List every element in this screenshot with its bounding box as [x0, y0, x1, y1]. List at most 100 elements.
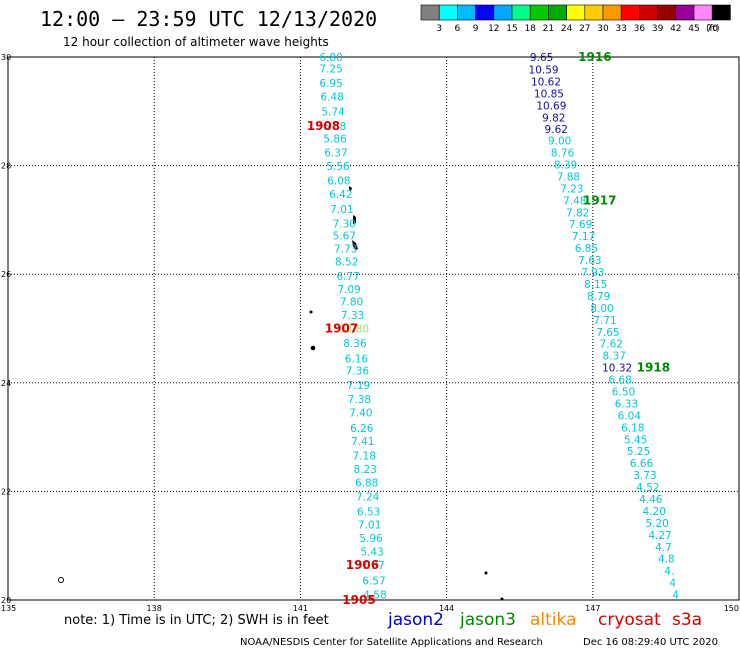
wave-height-label: 13.80	[339, 324, 369, 336]
wave-height-label: 7.33	[341, 310, 364, 322]
wave-height-label: 6.68	[608, 375, 631, 387]
colorbar-swatch	[548, 4, 567, 21]
wave-height-label: 6.04	[618, 410, 642, 422]
wave-height-label: 7.65	[596, 327, 619, 339]
wave-height-label: 5.86	[323, 133, 347, 145]
wave-height-label: 4.8	[658, 554, 675, 566]
island-mark	[352, 240, 358, 250]
wave-height-label: 4.27	[648, 530, 671, 542]
wave-height-label: 5.74	[321, 106, 345, 118]
island-mark	[484, 571, 488, 575]
wave-height-label: 6.37	[324, 148, 347, 160]
satellite-legend: jason2 jason3 altika cryosat s3a	[387, 610, 702, 630]
islands	[58, 186, 504, 601]
colorbar-swatch	[711, 4, 731, 21]
wave-height-label: 4.	[664, 566, 674, 578]
y-tick-label: 30	[1, 53, 11, 62]
wave-height-label: 6.38	[323, 121, 346, 133]
wave-height-label: 8.15	[584, 279, 607, 291]
wave-height-label: 7.93	[581, 267, 604, 279]
wave-height-label: 5.56	[326, 161, 350, 173]
wave-height-label: 9.65	[530, 52, 553, 64]
x-tick-labels: 135 138 141 144 147 150	[1, 604, 739, 613]
x-tick-label: 135	[1, 604, 16, 613]
wave-height-label: 8.76	[551, 148, 575, 160]
wave-height-label: 9.62	[545, 124, 568, 136]
colorbar-label: 36	[634, 24, 646, 34]
wave-height-label: 8.52	[335, 257, 358, 269]
wave-height-label: 4	[669, 578, 676, 590]
wave-height-label: 7.18	[353, 451, 376, 463]
island-mark	[349, 186, 352, 191]
x-tick-label: 150	[724, 604, 739, 613]
colorbar-label: 15	[506, 24, 517, 34]
cycle-label: 1917	[583, 193, 616, 207]
x-tick-label: 147	[585, 604, 600, 613]
wave-height-label: 6.42	[329, 189, 352, 201]
wave-height-label: 5.43	[360, 547, 383, 559]
credit-text: NOAA/NESDIS Center for Satellite Applica…	[240, 637, 543, 648]
track-values: 6.807.25 6.95 6.48 5.74 6.385.86 6.375.56 6.08…	[319, 52, 679, 602]
wave-height-label: 7.73	[334, 244, 357, 256]
colorbar-swatch	[511, 4, 531, 21]
wave-height-label: 7.88	[557, 171, 580, 183]
wave-height-label: 7.17	[572, 231, 595, 243]
cycle-label: 1906	[346, 558, 379, 572]
colorbar-label: 9	[473, 24, 479, 34]
cycle-label: 1916	[578, 50, 611, 64]
colorbar-swatch	[620, 4, 640, 21]
wave-height-label: 6.53	[357, 506, 380, 518]
wave-height-label: 5.25	[627, 446, 650, 458]
satellite-legend-label: altika	[530, 610, 577, 630]
colorbar-label: 6	[455, 24, 461, 34]
wave-height-label: 7.36	[346, 365, 370, 377]
wave-height-label: 10.32	[602, 363, 632, 375]
wave-height-label: 6.16	[345, 353, 369, 365]
colorbar-label: 39	[652, 24, 664, 34]
wave-height-label: 7.63	[578, 255, 601, 267]
wave-height-label: 7.01	[358, 520, 381, 532]
wave-height-label: 8.23	[354, 464, 377, 476]
wave-height-label: 8.00	[590, 303, 613, 315]
colorbar-unit: (ft)	[706, 24, 720, 34]
wave-height-label: 7.48	[563, 195, 586, 207]
wave-height-label: 4.7	[655, 542, 672, 554]
colorbar-swatch	[529, 4, 549, 21]
cycle-label: 1908	[307, 119, 340, 133]
wave-height-label: 6.50	[612, 386, 635, 398]
wave-height-label: 10.85	[534, 88, 564, 100]
footer-note: note: 1) Time is in UTC; 2) SWH is in fe…	[64, 613, 329, 628]
wave-height-label: 5.45	[624, 434, 647, 446]
wave-height-label: 5.96	[359, 533, 383, 545]
wave-height-label: 7.24	[356, 491, 380, 503]
x-tick-label: 144	[439, 604, 454, 613]
cycle-label: 1905	[342, 593, 375, 607]
colorbar-swatch	[475, 4, 495, 21]
colorbar-swatch	[675, 4, 695, 21]
x-tick-label: 138	[147, 604, 162, 613]
colorbar-swatch	[657, 4, 677, 21]
wave-height-label: 4.58	[363, 590, 386, 602]
wave-height-label: 6.66	[630, 458, 654, 470]
chart-subtitle: 12 hour collection of altimeter wave hei…	[63, 35, 329, 49]
altimeter-tracks: 6.807.25 6.95 6.48 5.74 6.385.86 6.375.56 6.08…	[319, 52, 679, 602]
cycle-label: 1907	[325, 322, 358, 336]
colorbar-label: 21	[543, 24, 554, 34]
wave-height-label: 7.82	[566, 207, 589, 219]
colorbar-swatch	[584, 4, 604, 21]
colorbar-swatch	[602, 4, 622, 21]
x-tick-label: 141	[293, 604, 308, 613]
satellite-legend-label: s3a	[672, 610, 702, 630]
wave-height-label: 10.59	[529, 64, 559, 76]
colorbar-label: 45	[688, 24, 699, 34]
colorbar: 3 6 9 12 15 18 21 24 27 30 33 36 39 42 45 70	[420, 4, 731, 34]
wave-height-label: 10.69	[536, 100, 566, 112]
wave-height-label: 6.33	[615, 398, 638, 410]
island-mark	[353, 215, 356, 224]
wave-height-label: 6.48	[320, 92, 343, 104]
colorbar-swatch	[420, 4, 440, 21]
satellite-legend-label: jason3	[459, 610, 516, 630]
colorbar-label: 30	[597, 24, 609, 34]
wave-height-label: 10.62	[531, 76, 561, 88]
cycle-label: 1918	[637, 361, 670, 375]
